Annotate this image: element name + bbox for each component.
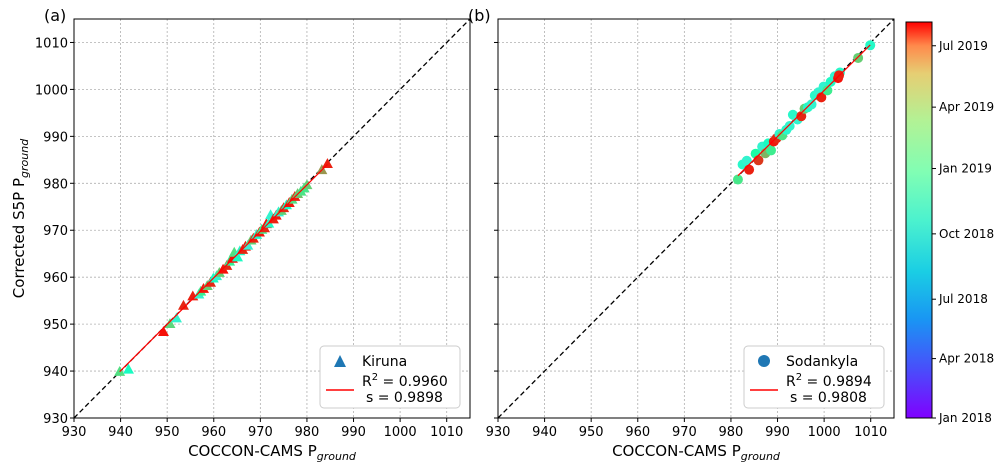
y-axis-label: Corrected S5P Pground [10,138,31,298]
x-tick-label: 930 [486,425,511,440]
data-point [321,158,333,168]
x-tick-label: 940 [532,425,557,440]
data-point [316,164,328,175]
colorbar-tick-label: Jul 2018 [938,292,988,306]
x-tick-label: 980 [719,425,744,440]
data-point [784,121,795,132]
data-point [177,299,189,310]
y-tick-label: 960 [43,271,68,286]
legend-box [319,345,461,409]
y-axis-label-sub: ground [18,138,31,178]
x-tick-label: 1010 [854,425,887,440]
y-tick-label: 1010 [35,36,68,51]
x-tick-label: 980 [295,425,320,440]
x-axis-label: COCCON-CAMS Pground [612,442,781,462]
fit-line [737,44,871,177]
panel-label: (b) [468,6,491,25]
y-tick-label: 980 [43,177,68,192]
colorbar-tick-label: Jul 2019 [938,39,988,53]
legend-box [743,345,885,409]
x-tick-label: 950 [155,425,180,440]
panel-label: (a) [44,6,66,25]
x-axis-label: COCCON-CAMS Pground [188,442,357,462]
data-point [744,164,755,175]
fit-line [119,164,328,373]
x-tick-label: 950 [579,425,604,440]
data-point [164,318,176,329]
panel-b: 930 940 950 960 970 980 990 1000 1010 (b) COCCON-C… [468,6,895,462]
x-tick-label: 930 [62,425,87,440]
colorbar-tick-label: Jan 2018 [938,411,992,425]
x-axis-label-sub: ground [317,450,357,462]
x-tick-label: 1010 [430,425,463,440]
colorbar-tick-label: Oct 2018 [939,227,994,241]
y-tick-label: 990 [43,130,68,145]
y-tick-label: 970 [43,224,68,239]
x-tick-label: 960 [625,425,650,440]
y-tick-label: 930 [43,412,68,427]
x-axis-label-sub: ground [741,450,781,462]
data-point [732,174,743,185]
colorbar-tick-label: Apr 2018 [939,352,994,366]
y-tick-label: 940 [43,365,68,380]
data-point [232,251,244,262]
legend-series-name: Kiruna [362,354,407,370]
colorbar-tick-label: Apr 2019 [939,100,994,114]
x-tick-label: 1000 [808,425,841,440]
y-tick-label: 1000 [35,83,68,98]
colorbar-tick-label: Jan 2019 [938,162,992,176]
x-tick-label: 940 [108,425,133,440]
data-point [822,85,833,96]
x-tick-label: 990 [341,425,366,440]
data-point [123,363,135,374]
data-point [741,155,752,166]
legend-slope: s = 0.9898 [366,390,443,406]
x-tick-label: 970 [248,425,273,440]
data-point [806,99,817,110]
colorbar-gradient [905,21,933,419]
colorbar: Jan 2018 Apr 2018 Jul 2018 Oct 2018 Jan 2019… [905,21,994,425]
axes-frame [73,18,471,419]
legend-marker [758,355,770,367]
x-tick-label: 1000 [384,425,417,440]
legend-marker [334,355,346,367]
legend-slope: s = 0.9808 [790,390,867,406]
data-point [766,145,777,156]
y-tick-label: 950 [43,318,68,333]
legend-r2: R2 = 0.9894 [786,372,872,390]
data-point [796,111,807,122]
panel-a: 930 940 950 960 970 980 990 1000 1010 930 940 950 96… [10,6,471,462]
legend-series-name: Sodankyla [786,354,858,370]
data-point [170,312,182,323]
data-point [853,52,864,63]
x-tick-label: 990 [765,425,790,440]
x-tick-label: 970 [672,425,697,440]
axes-frame [497,18,895,419]
legend-r2: R2 = 0.9960 [362,372,448,390]
data-point [157,326,169,337]
x-tick-label: 960 [201,425,226,440]
